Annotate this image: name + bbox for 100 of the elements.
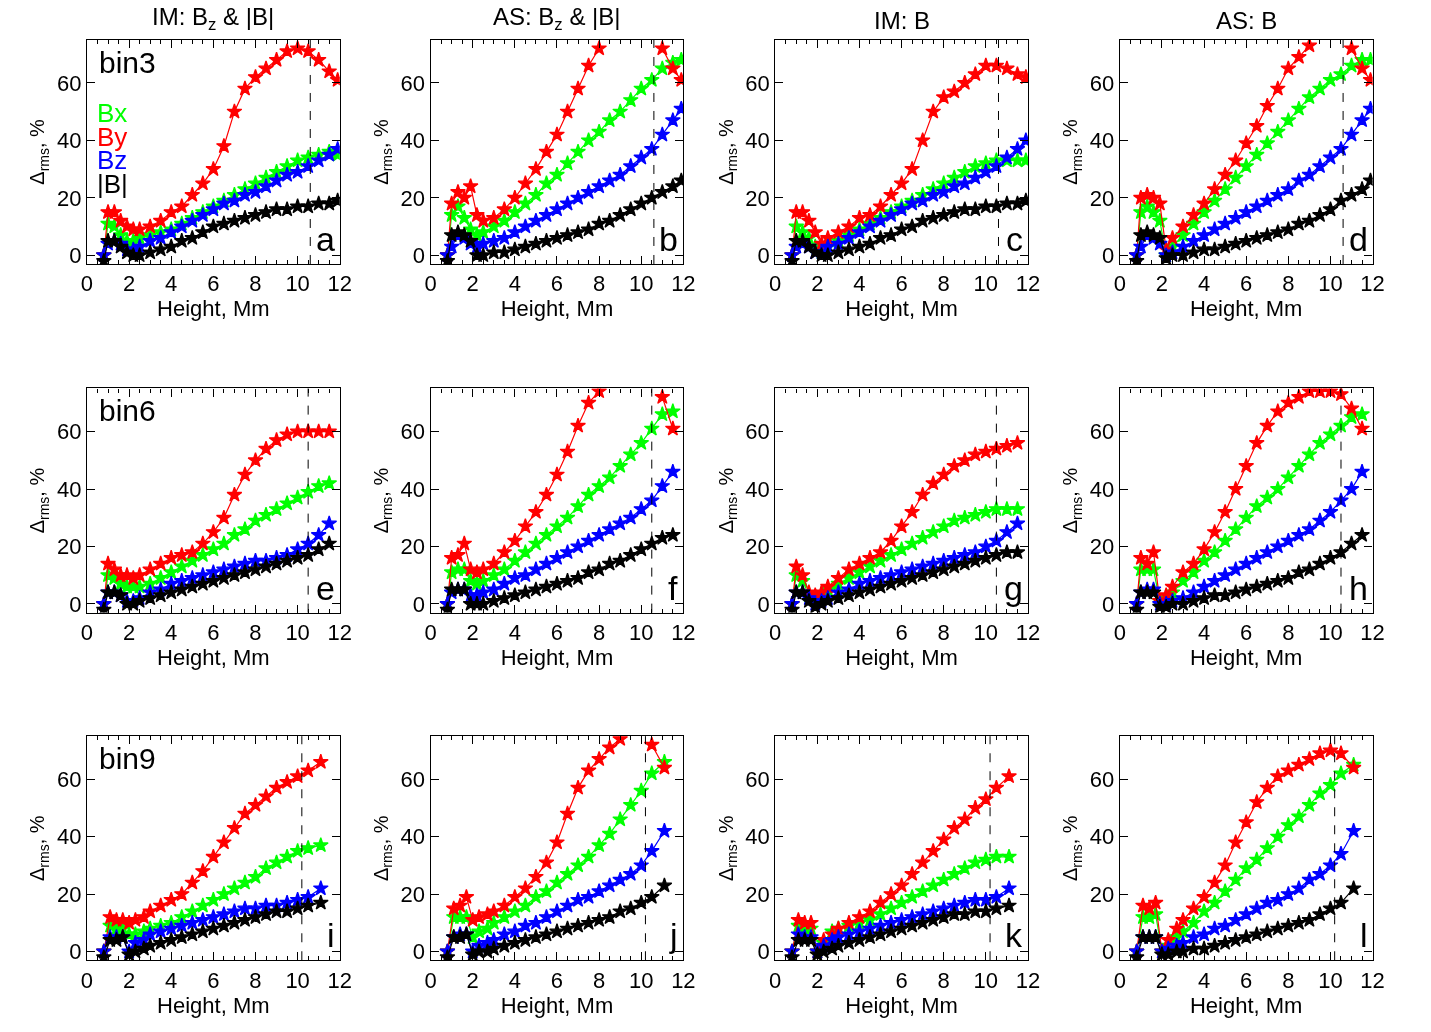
x-tick-label: 12 xyxy=(1360,967,1385,993)
x-axis-title: Height, Mm xyxy=(1189,992,1303,1018)
y-tick-label: 40 xyxy=(1089,824,1115,850)
chart-title: IM: B$_{z}$ & |B| xyxy=(152,3,275,35)
x-tick-label: 10 xyxy=(973,271,999,297)
x-tick-label: 10 xyxy=(629,967,654,993)
y-tick-label: 0 xyxy=(412,939,426,965)
annotation: d xyxy=(1349,220,1368,258)
x-tick-label: 12 xyxy=(1015,620,1041,646)
annotation: e xyxy=(316,569,335,607)
annotation: f xyxy=(668,569,678,607)
x-tick-label: 4 xyxy=(853,967,866,993)
x-tick-label: 2 xyxy=(811,271,824,297)
annotation: c xyxy=(1006,220,1023,258)
x-axis-title: Height, Mm xyxy=(157,296,270,322)
y-tick-label: 20 xyxy=(56,185,82,211)
x-tick-label: 12 xyxy=(671,271,696,297)
x-tick-label: 2 xyxy=(811,967,824,993)
x-tick-label: 2 xyxy=(466,967,479,993)
x-tick-label: 10 xyxy=(973,620,999,646)
x-tick-label: 2 xyxy=(122,620,136,646)
y-tick-label: 40 xyxy=(1089,476,1115,502)
x-tick-label: 12 xyxy=(1360,271,1385,297)
y-tick-label: 40 xyxy=(745,476,770,502)
x-tick-label: 12 xyxy=(671,967,696,993)
chart-title: AS: B xyxy=(1216,7,1278,34)
y-tick-label: 40 xyxy=(745,128,770,154)
x-tick-label: 6 xyxy=(207,271,220,297)
x-tick-label: 2 xyxy=(466,271,479,297)
x-axis-title: Height, Mm xyxy=(845,645,958,671)
y-tick-label: 40 xyxy=(56,128,82,154)
x-tick-label: 12 xyxy=(327,967,352,993)
x-tick-label: 6 xyxy=(895,271,908,297)
x-tick-label: 10 xyxy=(973,967,999,993)
x-tick-label: 2 xyxy=(122,967,136,993)
y-tick-label: 20 xyxy=(400,881,426,907)
x-tick-label: 10 xyxy=(1318,967,1343,993)
y-tick-label: 60 xyxy=(400,419,426,445)
y-tick-label: 60 xyxy=(400,70,426,96)
y-tick-label: 40 xyxy=(56,824,82,850)
x-tick-label: 4 xyxy=(1197,271,1211,297)
x-tick-label: 8 xyxy=(1282,620,1295,646)
chart-title: IM: B xyxy=(874,7,931,34)
x-tick-label: 2 xyxy=(811,620,824,646)
x-tick-label: 6 xyxy=(895,967,908,993)
x-tick-label: 4 xyxy=(508,271,521,297)
y-tick-label: 0 xyxy=(69,243,82,269)
y-tick-label: 60 xyxy=(400,766,426,792)
annotation: i xyxy=(327,916,335,954)
y-tick-label: 0 xyxy=(757,591,770,617)
y-tick-label: 60 xyxy=(56,766,82,792)
x-tick-label: 6 xyxy=(550,967,564,993)
y-tick-label: 0 xyxy=(412,243,426,269)
x-tick-label: 4 xyxy=(1197,967,1211,993)
y-tick-label: 20 xyxy=(1089,185,1115,211)
y-tick-label: 60 xyxy=(56,70,82,96)
y-tick-label: 20 xyxy=(56,881,82,907)
x-axis-title: Height, Mm xyxy=(500,645,614,671)
x-tick-label: 6 xyxy=(1240,620,1253,646)
x-axis-title: Height, Mm xyxy=(845,992,958,1018)
annotation: a xyxy=(316,220,335,258)
x-tick-label: 8 xyxy=(249,967,262,993)
y-tick-label: 60 xyxy=(1089,419,1115,445)
x-axis-title: Height, Mm xyxy=(500,992,614,1018)
annotation: l xyxy=(1360,916,1368,954)
x-axis-title: Height, Mm xyxy=(157,645,270,671)
annotation: k xyxy=(1005,916,1023,954)
y-tick-label: 60 xyxy=(745,419,770,445)
x-tick-label: 10 xyxy=(1318,271,1343,297)
y-tick-label: 40 xyxy=(1089,128,1115,154)
y-tick-label: 20 xyxy=(400,534,426,560)
x-tick-label: 6 xyxy=(1240,967,1253,993)
y-tick-label: 60 xyxy=(1089,766,1115,792)
x-tick-label: 4 xyxy=(508,967,521,993)
x-tick-label: 12 xyxy=(1015,271,1041,297)
x-tick-label: 4 xyxy=(508,620,521,646)
y-tick-label: 40 xyxy=(400,824,426,850)
x-tick-label: 10 xyxy=(629,271,654,297)
x-tick-label: 6 xyxy=(1240,271,1253,297)
x-tick-label: 4 xyxy=(165,271,178,297)
x-tick-label: 10 xyxy=(629,620,654,646)
annotation: bin9 xyxy=(99,742,156,775)
annotation: j xyxy=(669,916,678,954)
y-tick-label: 0 xyxy=(69,939,82,965)
x-tick-label: 8 xyxy=(1282,271,1295,297)
annotation: h xyxy=(1349,569,1368,607)
y-tick-label: 20 xyxy=(745,185,770,211)
y-tick-label: 0 xyxy=(1102,243,1115,269)
x-tick-label: 6 xyxy=(895,620,908,646)
x-tick-label: 10 xyxy=(285,271,310,297)
x-axis-title: Height, Mm xyxy=(1189,645,1303,671)
x-tick-label: 4 xyxy=(1197,620,1211,646)
x-tick-label: 4 xyxy=(853,620,866,646)
y-tick-label: 20 xyxy=(745,534,770,560)
x-tick-label: 10 xyxy=(285,620,310,646)
x-tick-label: 12 xyxy=(327,271,352,297)
x-tick-label: 12 xyxy=(671,620,696,646)
x-tick-label: 8 xyxy=(592,271,606,297)
y-tick-label: 0 xyxy=(1102,591,1115,617)
y-tick-label: 40 xyxy=(745,824,770,850)
